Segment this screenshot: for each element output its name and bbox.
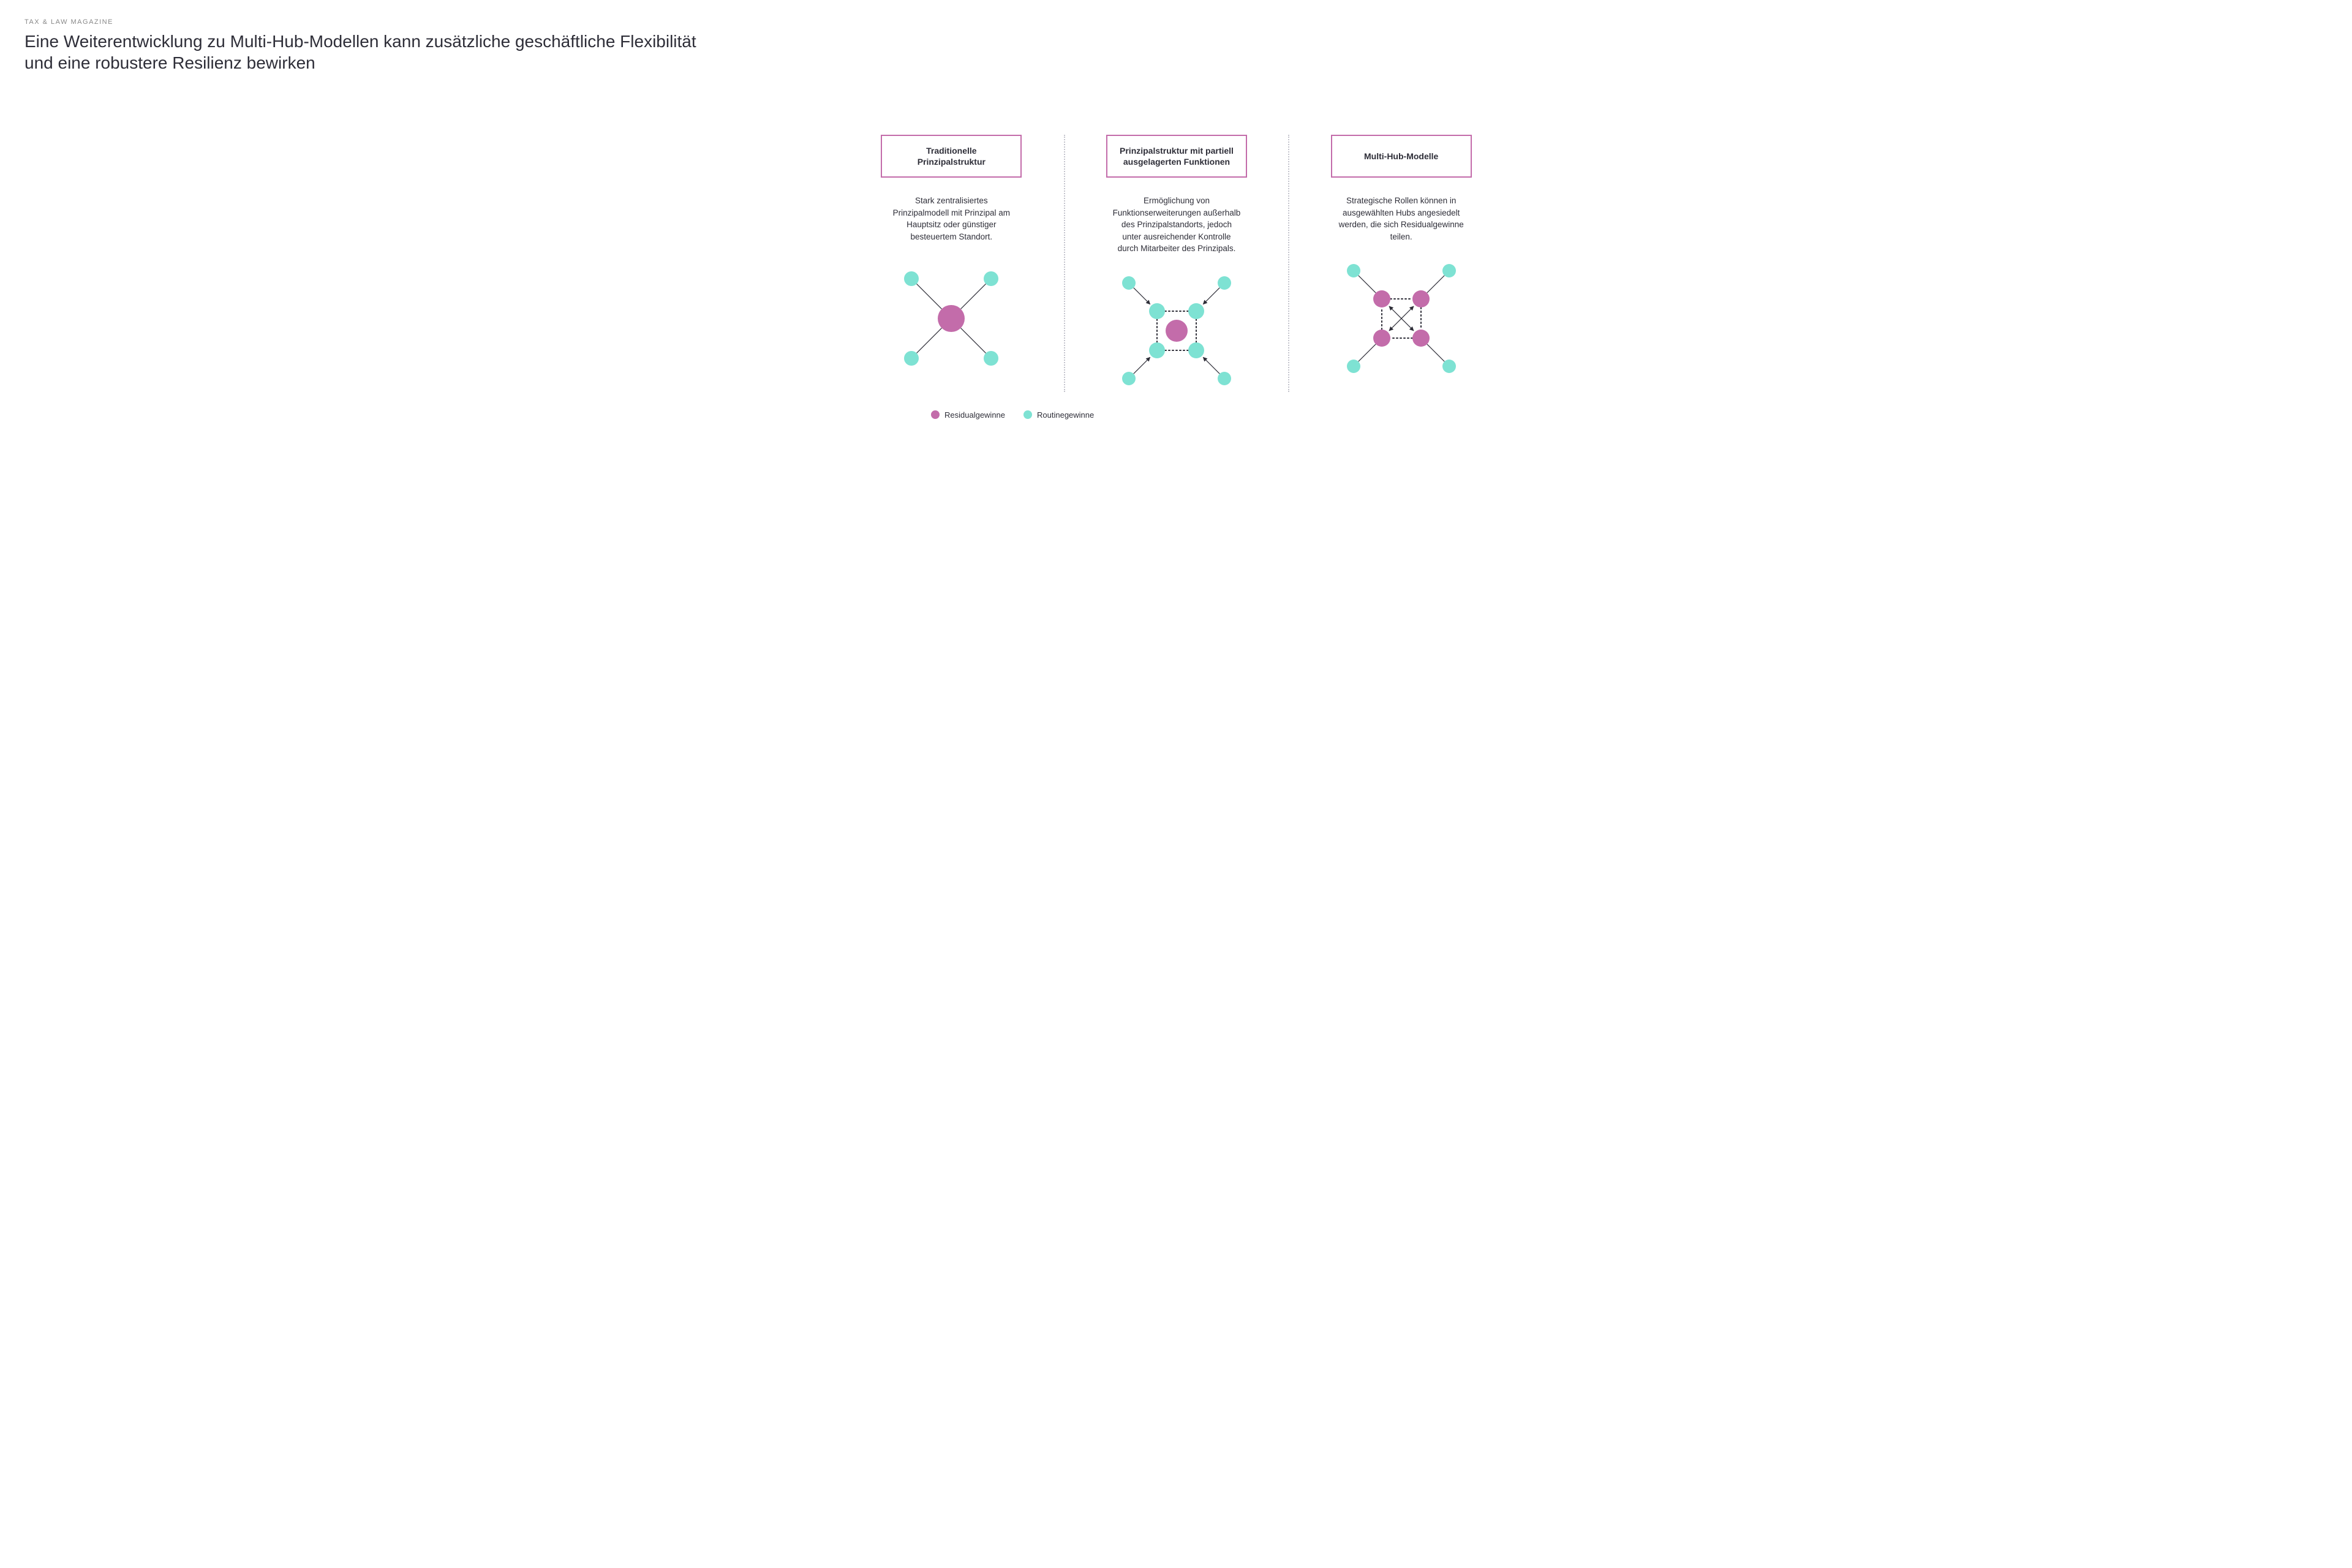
eyebrow: TAX & LAW MAGAZINE — [24, 18, 2328, 26]
panel-title-box: Traditionelle Prinzipalstruktur — [881, 135, 1022, 178]
legend-label: Residualgewinne — [944, 410, 1005, 420]
legend-item: Residualgewinne — [931, 410, 1005, 420]
legend-item: Routinegewinne — [1023, 410, 1094, 420]
legend: Residualgewinne Routinegewinne — [839, 410, 1513, 420]
panel-title: Traditionelle Prinzipalstruktur — [893, 145, 1009, 167]
panel-traditional: Traditionelle Prinzipalstruktur Stark ze… — [839, 135, 1064, 392]
diagram-hub-ring — [1103, 270, 1250, 392]
diagram-hub-spoke — [878, 257, 1025, 380]
panel-desc: Strategische Rollen können in ausgewählt… — [1337, 195, 1466, 243]
panel-title-box: Multi-Hub-Modelle — [1331, 135, 1472, 178]
panel-title: Prinzipalstruktur mit partiell ausgelage… — [1118, 145, 1235, 167]
panel-title-box: Prinzipalstruktur mit partiell ausgelage… — [1106, 135, 1247, 178]
legend-dot-icon — [931, 410, 940, 419]
legend-label: Routinegewinne — [1037, 410, 1094, 420]
panel-title: Multi-Hub-Modelle — [1364, 151, 1438, 162]
headline: Eine Weiterentwicklung zu Multi-Hub-Mode… — [24, 31, 698, 74]
panel-desc: Stark zentralisier­tes Prinzipalmodell m… — [887, 195, 1016, 243]
panel-multihub: Multi-Hub-Modelle Strategische Rollen kö… — [1288, 135, 1513, 392]
legend-dot-icon — [1023, 410, 1032, 419]
panel-partial: Prinzipalstruktur mit partiell ausgelage… — [1064, 135, 1289, 392]
panel-desc: Ermöglichung von Funktionserweiterungen … — [1112, 195, 1241, 255]
panels-container: Traditionelle Prinzipalstruktur Stark ze… — [839, 135, 1513, 392]
diagram-multi-hub — [1328, 257, 1475, 380]
